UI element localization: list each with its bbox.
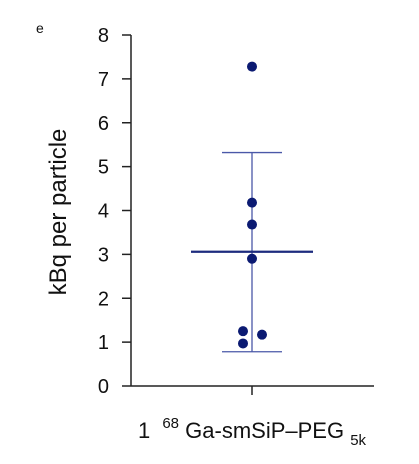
data-point: [247, 197, 257, 208]
y-tick-label: 8: [98, 25, 109, 47]
error-bars: [191, 151, 313, 353]
category-main: Ga-smSiP–PEG: [185, 418, 344, 443]
y-axis-ticks: 0 1 2 3 4 5 6 7 8: [98, 25, 131, 398]
y-tick-label: 5: [98, 157, 109, 179]
x-axis: [131, 385, 374, 395]
data-point: [247, 253, 257, 264]
data-point: [247, 61, 257, 72]
y-axis: 0 1 2 3 4 5 6 7 8: [98, 25, 132, 398]
y-tick-label: 4: [98, 201, 109, 223]
data-points: [238, 61, 267, 349]
y-tick-label: 7: [98, 69, 109, 91]
data-point: [257, 329, 267, 340]
category-subscript: 5k: [350, 432, 366, 449]
y-tick-label: 0: [98, 376, 109, 398]
y-tick-label: 6: [98, 113, 109, 135]
data-point: [238, 338, 248, 349]
y-tick-label: 2: [98, 288, 109, 310]
y-tick-label: 3: [98, 244, 109, 266]
category-number: 1: [138, 418, 150, 443]
category-superscript: 68: [162, 415, 179, 432]
x-category-label: 1 68 Ga-smSiP–PEG 5k: [138, 408, 367, 449]
y-tick-label: 1: [98, 332, 109, 354]
corner-mark: e: [36, 20, 44, 36]
data-point: [238, 326, 248, 337]
y-axis-title: kBq per particle: [45, 129, 72, 296]
data-point: [247, 219, 257, 230]
